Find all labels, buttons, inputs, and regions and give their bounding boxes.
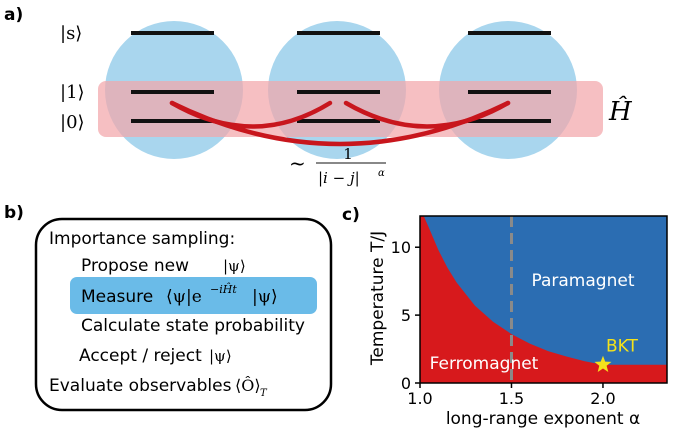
coupling-arcs (169, 100, 511, 147)
algorithm-box (34, 217, 333, 412)
step-evaluate-math: ⟨Ô⟩ (235, 375, 261, 395)
x-tick-label-0: 1.0 (407, 389, 432, 408)
coupling-denominator: |i − j| (318, 169, 360, 187)
panel-c-label: c) (342, 205, 360, 225)
state-s-label: |s⟩ (60, 23, 82, 44)
y-tick-label-2: 10 (391, 238, 411, 257)
step-propose: Propose new (81, 256, 189, 276)
step-evaluate: Evaluate observables (49, 376, 232, 396)
ferromagnet-region (420, 216, 667, 383)
panel-a-label: a) (4, 5, 23, 25)
coupling-tilde: ~ (289, 151, 306, 175)
hamiltonian-label: Ĥ (608, 95, 633, 127)
step-measure: Measure (81, 287, 153, 307)
step-evaluate-sub: T (260, 388, 268, 399)
step-measure-math-end: |ψ⟩ (252, 287, 278, 307)
coupling-formula: ~ 1 |i − j| α (289, 145, 386, 187)
x-axis-label: long-range exponent α (446, 409, 640, 428)
ferromagnet-label: Ferromagnet (430, 354, 539, 374)
state-0-label: |0⟩ (60, 112, 85, 133)
step-accept-reject: Accept / reject (79, 346, 202, 366)
x-tick-label-1: 1.5 (499, 389, 524, 408)
coupling-exponent: α (378, 168, 385, 179)
x-tick-label-2: 2.0 (590, 389, 615, 408)
coupling-arc-13 (169, 100, 511, 147)
hamiltonian-band (98, 81, 603, 137)
state-1-label: |1⟩ (60, 82, 85, 103)
step-measure-math: ⟨ψ|e (166, 287, 202, 307)
energy-levels (131, 31, 551, 123)
step-measure-exponent: −iĤt (210, 282, 237, 296)
phase-diagram: Paramagnet Ferromagnet BKT 1.0 1.5 2.0 0 5 10 (391, 215, 668, 408)
coupling-numerator: 1 (343, 145, 353, 163)
panel-b-label: b) (4, 203, 24, 223)
algorithm-title: Importance sampling: (49, 229, 235, 249)
step-calculate: Calculate state probability (81, 316, 305, 336)
bkt-star-marker (594, 355, 612, 372)
y-axis-label: Temperature T/J (368, 231, 388, 366)
paramagnet-label: Paramagnet (532, 271, 635, 291)
plot-frame (419, 215, 668, 384)
bkt-label: BKT (606, 337, 638, 357)
y-tick-label-1: 5 (401, 306, 411, 325)
step-accept-math: |ψ⟩ (209, 347, 232, 365)
y-tick-label-0: 0 (401, 374, 411, 393)
step-propose-math: |ψ⟩ (223, 257, 246, 275)
measure-highlight (70, 277, 317, 314)
